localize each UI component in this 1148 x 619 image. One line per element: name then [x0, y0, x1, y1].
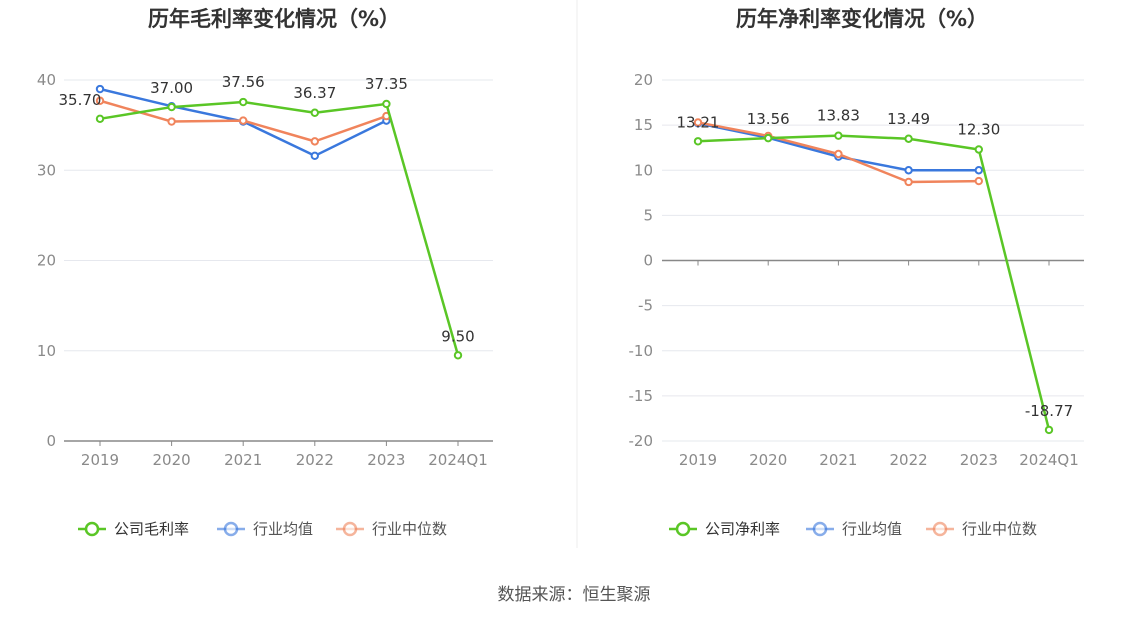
data-point-industry_median — [834, 149, 843, 159]
data-point-industry_avg — [95, 84, 105, 94]
data-point-industry_median — [904, 177, 913, 187]
data-label: 12.30 — [957, 120, 1000, 138]
x-tick-label: 2022 — [890, 451, 928, 469]
x-tick-label: 2020 — [153, 451, 191, 469]
legend-label: 公司毛利率 — [114, 520, 189, 538]
y-tick-label: 5 — [643, 206, 653, 224]
data-point-industry_median — [693, 118, 703, 127]
data-point-company — [834, 131, 843, 140]
legend-item-industry_avg[interactable]: 行业均值 — [217, 520, 313, 538]
data-point-industry_avg — [904, 166, 913, 175]
data-label: 37.56 — [222, 73, 265, 91]
legend-marker-icon — [675, 521, 691, 537]
data-point-company — [310, 108, 319, 117]
data-label: 37.00 — [150, 79, 193, 97]
y-tick-label: 0 — [46, 432, 56, 450]
y-tick-label: 10 — [37, 342, 56, 360]
series-line-company — [697, 134, 1051, 431]
x-tick-label: 2019 — [679, 451, 717, 469]
legend-label: 行业中位数 — [372, 520, 447, 538]
data-point-industry_median — [310, 137, 319, 146]
legend-marker-icon — [812, 521, 828, 537]
data-label: 35.70 — [59, 91, 102, 109]
y-tick-label: 10 — [634, 161, 653, 179]
legend-label: 行业均值 — [842, 520, 902, 538]
legend-label: 行业均值 — [253, 520, 313, 538]
gross-margin-chart: 历年毛利率变化情况（%） 0 10 20 30 40 2019 2020 2021 2022 202… — [37, 7, 493, 538]
data-label: 9.50 — [441, 327, 474, 345]
y-tick-label: 30 — [37, 161, 56, 179]
data-point-company — [693, 137, 703, 146]
data-point-company — [904, 134, 913, 143]
x-tick-label: 2024Q1 — [1019, 451, 1079, 469]
data-label: 13.49 — [887, 110, 930, 128]
y-tick-label: 20 — [37, 252, 56, 270]
legend-marker-icon — [342, 521, 358, 537]
y-tick-label: 40 — [37, 71, 56, 89]
legend-item-company[interactable]: 公司毛利率 — [78, 520, 189, 538]
data-point-company — [239, 97, 248, 107]
data-point-company — [764, 133, 773, 143]
data-point-company — [974, 145, 983, 154]
y-tick-label: 0 — [643, 252, 653, 270]
data-point-industry_median — [95, 96, 105, 105]
x-tick-label: 2024Q1 — [428, 451, 488, 469]
net-margin-chart: 历年净利率变化情况（%） -20 -15 -10 -5 0 5 10 15 20 2019 2020 2… — [629, 7, 1084, 538]
y-tick-label: 20 — [634, 71, 653, 89]
legend-marker-icon — [223, 521, 239, 537]
y-tick-label: -20 — [629, 432, 654, 450]
data-label: 36.37 — [293, 84, 336, 102]
legend-item-industry_median[interactable]: 行业中位数 — [926, 520, 1037, 538]
series-line-company — [99, 100, 460, 356]
legend-label: 行业中位数 — [962, 520, 1037, 538]
data-point-industry_avg — [310, 151, 319, 161]
chart-title: 历年毛利率变化情况（%） — [148, 7, 400, 31]
data-point-company — [1044, 425, 1054, 435]
x-tick-label: 2019 — [81, 451, 119, 469]
data-point-industry_median — [167, 117, 176, 126]
data-point-company — [95, 114, 105, 124]
x-tick-label: 2020 — [749, 451, 787, 469]
y-tick-label: -5 — [638, 297, 653, 315]
x-tick-label: 2021 — [224, 451, 262, 469]
data-label: 13.56 — [747, 110, 790, 128]
data-point-industry_avg — [974, 166, 983, 175]
legend-label: 公司净利率 — [705, 520, 780, 538]
legend-marker-icon — [84, 521, 100, 537]
legend-item-company[interactable]: 公司净利率 — [669, 520, 780, 538]
chart-title: 历年净利率变化情况（%） — [736, 7, 988, 31]
data-point-company — [453, 351, 463, 360]
y-tick-label: -10 — [629, 342, 654, 360]
data-label: 13.83 — [817, 107, 860, 125]
x-tick-label: 2023 — [960, 451, 998, 469]
x-tick-label: 2022 — [296, 451, 334, 469]
data-label: -18.77 — [1025, 402, 1073, 420]
data-point-industry_median — [974, 176, 983, 186]
x-tick-label: 2023 — [367, 451, 405, 469]
legend-item-industry_avg[interactable]: 行业均值 — [806, 520, 902, 538]
y-tick-label: -15 — [629, 387, 654, 405]
data-point-company — [167, 102, 176, 112]
data-label: 13.21 — [677, 113, 720, 131]
legend-marker-icon — [932, 521, 948, 537]
data-label: 37.35 — [365, 75, 408, 93]
legend-item-industry_median[interactable]: 行业中位数 — [336, 520, 447, 538]
data-point-industry_median — [239, 116, 248, 125]
data-point-company — [382, 99, 391, 109]
x-tick-label: 2021 — [819, 451, 857, 469]
y-tick-label: 15 — [634, 116, 653, 134]
data-source-note: 数据来源：恒生聚源 — [497, 585, 651, 605]
